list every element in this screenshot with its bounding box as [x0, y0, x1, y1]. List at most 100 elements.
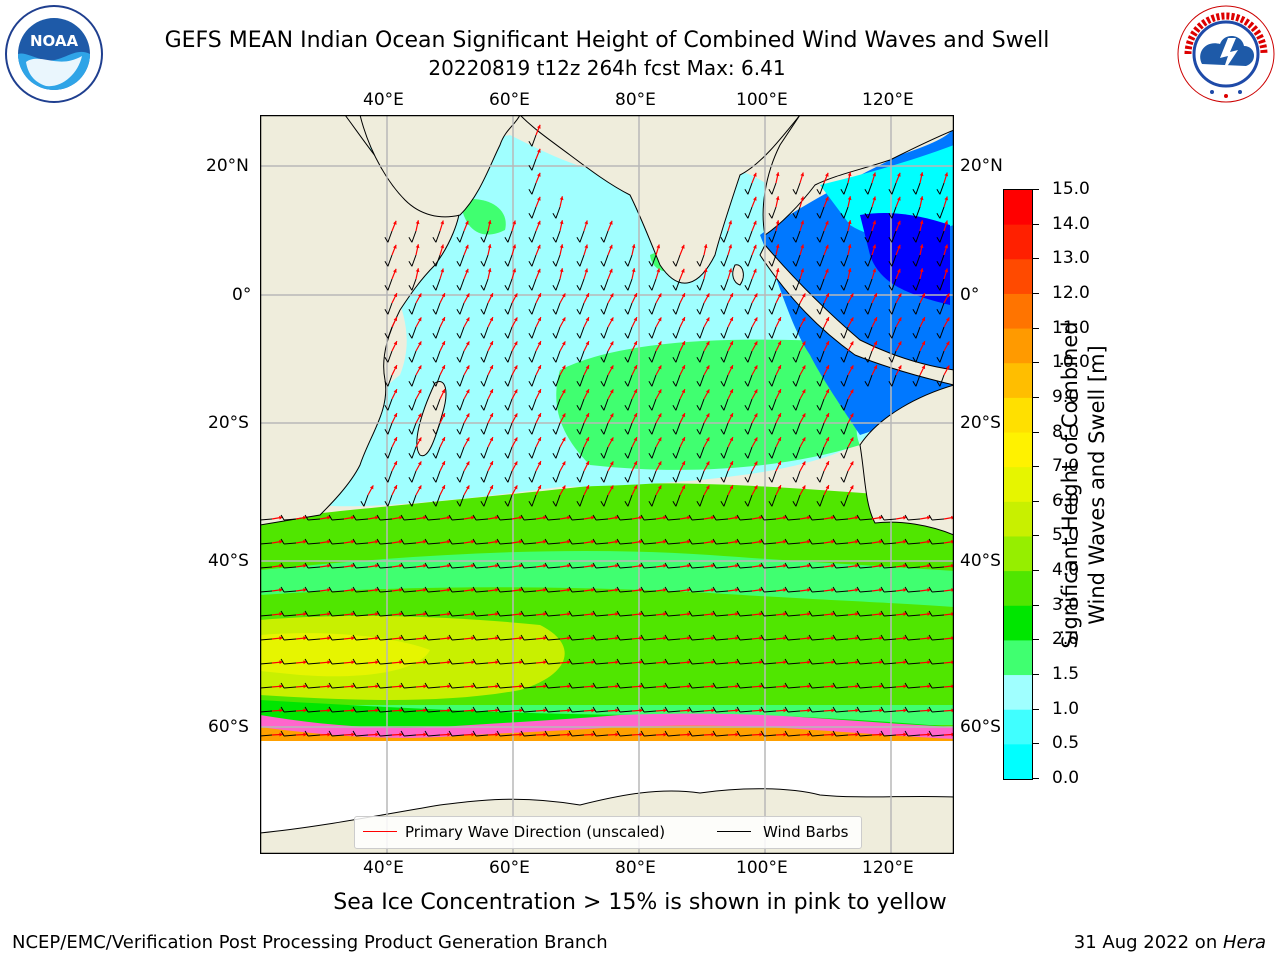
wave-arrow-head — [687, 612, 691, 616]
wave-arrow-head — [711, 660, 715, 665]
wave-arrow-head — [513, 437, 518, 442]
wave-arrow-head — [681, 317, 686, 322]
wind-barb — [603, 254, 609, 267]
wind-barb — [579, 494, 585, 507]
wind-barb-flag — [784, 634, 789, 641]
wind-barb — [843, 278, 849, 291]
wind-barb — [867, 350, 873, 363]
wind-barb — [603, 398, 609, 411]
wave-arrow-head — [399, 636, 403, 641]
wind-barb — [579, 302, 585, 315]
wind-barb — [483, 470, 489, 483]
wave-arrow-head — [559, 244, 564, 249]
wave-arrow-head — [872, 268, 877, 273]
wave-arrow-head — [753, 293, 758, 298]
wave-arrow-head — [705, 413, 710, 418]
wind-barb-flag — [520, 682, 525, 689]
wind-barb — [548, 662, 561, 665]
wave-arrow-head — [489, 437, 494, 442]
wave-arrow-head — [543, 515, 547, 520]
wind-barb — [356, 566, 369, 569]
wave-arrow-head — [633, 317, 638, 322]
wave-arrow-head — [441, 389, 446, 394]
wave-arrow-head — [351, 588, 355, 592]
wave-arrow-head — [495, 708, 499, 713]
wind-barb-flag — [664, 634, 669, 641]
wave-arrow-head — [465, 461, 470, 466]
wind-barb-flag — [904, 730, 909, 737]
wind-barb-flag — [720, 285, 725, 291]
wind-barb — [819, 254, 825, 267]
wave-arrow-head — [753, 220, 757, 225]
wind-barb-flag — [904, 706, 909, 713]
wave-arrow-head — [567, 612, 571, 616]
wind-barb — [675, 278, 681, 291]
wave-arrow-head — [663, 708, 667, 713]
wind-barb — [747, 350, 753, 363]
wave-arrow-head — [711, 515, 715, 520]
wind-barb — [723, 374, 729, 387]
wind-barb-flag — [904, 682, 909, 689]
wind-barb-flag — [904, 658, 909, 665]
wind-barb-flag — [352, 658, 357, 665]
wind-barb — [428, 614, 441, 617]
wind-barb-flag — [496, 562, 501, 569]
wind-barb — [692, 686, 705, 689]
wave-arrow-head — [783, 636, 787, 641]
wind-barb — [908, 734, 921, 737]
wave-arrow-head — [728, 244, 733, 249]
wave-arrow-head — [831, 732, 835, 737]
wave-arrow-head — [441, 485, 446, 490]
wave-arrow-head — [753, 461, 758, 466]
wind-barb — [507, 350, 513, 363]
wind-barb — [891, 302, 897, 315]
wave-arrow-head — [711, 539, 715, 544]
colorbar-segment — [1004, 571, 1032, 607]
wind-barb-flag — [936, 237, 941, 243]
wind-barb — [675, 254, 681, 267]
wind-barb-flag — [856, 658, 861, 665]
wind-barb — [788, 566, 801, 569]
wind-barb-flag — [504, 357, 509, 363]
wind-barb — [507, 446, 513, 459]
wind-barb-flag — [576, 261, 581, 267]
wind-barb — [932, 542, 945, 545]
wind-barb-flag — [816, 381, 821, 387]
wave-arrow-head — [417, 485, 422, 490]
wind-barb-flag — [696, 309, 701, 315]
wind-barb — [723, 494, 729, 507]
wind-barb — [795, 326, 801, 339]
wind-barb-flag — [456, 429, 461, 435]
wind-barb — [428, 566, 441, 569]
wave-arrow-head — [631, 244, 636, 249]
wave-arrow-head — [537, 437, 542, 442]
wave-arrow-head — [489, 293, 494, 298]
wind-barb-flag — [352, 514, 357, 521]
wind-barb-flag — [936, 333, 941, 339]
wind-barb-flag — [736, 682, 741, 689]
wind-barb-flag — [688, 730, 693, 737]
wave-arrow-head — [783, 732, 787, 737]
wind-barb-flag — [496, 658, 501, 665]
wind-barb-flag — [480, 405, 485, 411]
wind-barb-flag — [408, 477, 413, 483]
wind-barb-flag — [472, 730, 477, 737]
wave-arrow-head — [639, 708, 643, 713]
wind-barb — [387, 326, 393, 339]
wind-barb — [795, 302, 801, 315]
wave-arrow-head — [783, 708, 787, 713]
wind-barb-flag — [568, 658, 573, 665]
wind-barb-flag — [592, 634, 597, 641]
wave-arrow-head — [903, 564, 907, 568]
wind-barb — [860, 566, 873, 569]
colorbar-segment — [1004, 744, 1032, 779]
wind-barb-flag — [744, 477, 749, 483]
wind-barb — [651, 446, 657, 459]
wind-barb — [908, 710, 921, 713]
wind-barb-flag — [912, 261, 917, 267]
wave-arrow-head — [729, 437, 734, 442]
wind-barb-flag — [600, 357, 605, 363]
wave-arrow-head — [495, 684, 499, 689]
wave-arrow-head — [825, 413, 830, 418]
wind-barb-flag — [816, 453, 821, 459]
